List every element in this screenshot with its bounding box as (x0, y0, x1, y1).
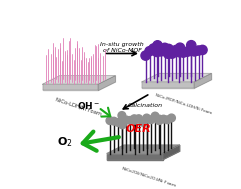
Circle shape (143, 114, 151, 122)
Circle shape (167, 114, 175, 122)
Text: OH$^-$: OH$^-$ (77, 100, 100, 111)
Circle shape (114, 119, 122, 126)
Circle shape (156, 115, 163, 123)
Circle shape (122, 116, 130, 124)
Circle shape (190, 47, 199, 56)
Circle shape (175, 43, 185, 52)
Circle shape (163, 49, 173, 58)
Polygon shape (42, 76, 115, 84)
Circle shape (139, 118, 147, 126)
Text: Calcination: Calcination (127, 103, 162, 108)
Circle shape (164, 116, 171, 124)
Polygon shape (163, 145, 180, 160)
Circle shape (152, 47, 161, 57)
Circle shape (179, 48, 188, 57)
Circle shape (155, 117, 163, 125)
Circle shape (153, 41, 162, 50)
Polygon shape (42, 84, 98, 91)
Circle shape (110, 117, 118, 125)
Circle shape (119, 121, 126, 129)
Circle shape (141, 51, 150, 60)
Text: In-situ growth: In-situ growth (100, 42, 144, 47)
Text: OER: OER (126, 124, 152, 134)
Circle shape (175, 48, 184, 57)
Circle shape (183, 47, 192, 56)
Polygon shape (194, 74, 211, 88)
Polygon shape (142, 74, 211, 82)
Text: NiCo-MOF/NiCo-LDH/Ni Foam: NiCo-MOF/NiCo-LDH/Ni Foam (155, 93, 212, 115)
Circle shape (147, 116, 155, 124)
Circle shape (130, 115, 138, 123)
Circle shape (160, 43, 169, 53)
Polygon shape (107, 154, 163, 160)
Circle shape (151, 112, 159, 120)
Circle shape (187, 41, 196, 50)
Circle shape (194, 46, 203, 55)
Polygon shape (98, 76, 115, 91)
Circle shape (198, 45, 207, 55)
Circle shape (171, 45, 181, 55)
Circle shape (167, 49, 177, 58)
Text: O$_2$: O$_2$ (57, 135, 73, 149)
Text: NiCo-LDH/Ni Foam: NiCo-LDH/Ni Foam (54, 97, 102, 116)
Circle shape (106, 117, 114, 125)
Circle shape (135, 115, 143, 122)
Text: NiCo$_2$O$_4$/NiCo$_2$O$_4$/Ni Foam: NiCo$_2$O$_4$/NiCo$_2$O$_4$/Ni Foam (120, 164, 178, 189)
Polygon shape (107, 145, 180, 154)
Circle shape (143, 115, 151, 123)
Circle shape (131, 116, 139, 124)
Circle shape (156, 47, 166, 56)
Circle shape (145, 46, 154, 56)
Text: of NiCo-MOF: of NiCo-MOF (103, 48, 142, 53)
Circle shape (118, 112, 126, 119)
FancyArrowPatch shape (83, 132, 119, 151)
Circle shape (127, 117, 134, 124)
Polygon shape (142, 82, 194, 88)
Circle shape (149, 44, 158, 53)
Circle shape (160, 115, 167, 123)
Circle shape (164, 44, 174, 53)
Circle shape (186, 46, 195, 56)
FancyArrowPatch shape (100, 108, 110, 117)
